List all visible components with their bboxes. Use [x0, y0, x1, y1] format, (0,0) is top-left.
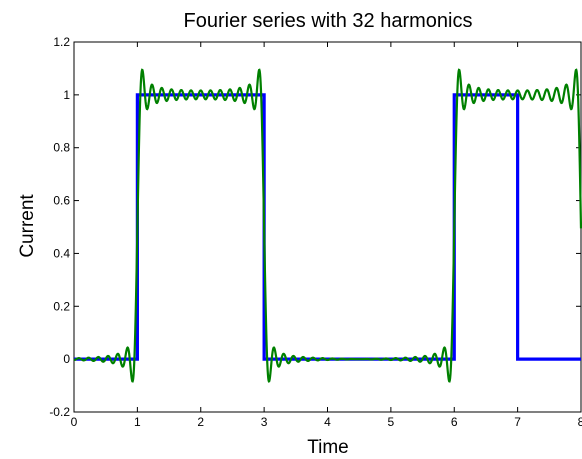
x-tick-label: 6	[451, 415, 458, 429]
chart-title: Fourier series with 32 harmonics	[184, 10, 473, 32]
y-axis-label: Current	[17, 194, 38, 258]
y-tick-label: -0.2	[49, 405, 70, 419]
y-tick-label: 0.4	[53, 246, 70, 260]
y-tick-label: 1	[63, 88, 70, 102]
x-tick-label: 7	[514, 415, 521, 429]
x-tick-label: 3	[261, 415, 268, 429]
x-axis-label: Time	[307, 437, 349, 458]
x-tick-label: 8	[578, 415, 582, 429]
y-tick-label: 1.2	[53, 35, 70, 49]
y-tick-label: 0	[63, 352, 70, 366]
y-tick-label: 0.8	[53, 141, 70, 155]
series-square-wave-line	[74, 93, 581, 361]
x-tick-label: 1	[134, 415, 141, 429]
x-tick-label: 4	[324, 415, 331, 429]
x-tick-label: 2	[197, 415, 204, 429]
y-tick-label: 0.2	[53, 299, 70, 313]
series-fourier-approximation-line	[73, 68, 582, 383]
y-tick-label: 0.6	[53, 194, 70, 208]
x-tick-label: 0	[71, 415, 78, 429]
x-tick-label: 5	[388, 415, 395, 429]
plot-area: 0 1 2 3 4 5 6 7 8-0.200.20.40.60.811.2	[49, 35, 582, 429]
